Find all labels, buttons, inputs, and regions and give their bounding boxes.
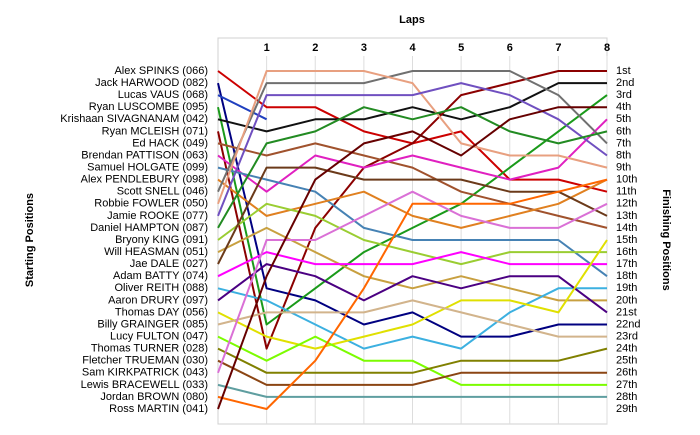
finish-label: 5th [616, 113, 631, 125]
series-line [217, 142, 608, 229]
series-line [217, 251, 607, 278]
finish-label: 25th [616, 355, 637, 367]
series-line [217, 166, 608, 278]
start-label: Jae DALE (027) [130, 258, 208, 270]
series-line [217, 335, 607, 386]
series-line [217, 190, 608, 374]
start-label: Jamie ROOKE (077) [107, 210, 208, 222]
start-label: Thomas TURNER (028) [91, 343, 208, 355]
series-line [217, 70, 608, 193]
start-label: Bryony KING (091) [115, 234, 208, 246]
series-line [217, 287, 607, 350]
finish-label: 3rd [616, 89, 632, 101]
start-label: Lewis BRACEWELL (033) [81, 379, 208, 391]
x-tick-label: 8 [604, 42, 610, 54]
finish-label: 24th [616, 343, 637, 355]
start-label: Samuel HOLGATE (099) [87, 161, 208, 173]
finish-label: 8th [616, 149, 631, 161]
series-line [217, 359, 607, 386]
chart-title: Laps [399, 14, 425, 26]
series-line [217, 263, 608, 314]
finish-label: 12th [616, 198, 637, 210]
finish-label: 2nd [616, 77, 634, 89]
start-label: Thomas DAY (056) [115, 306, 208, 318]
start-label: Scott SNELL (046) [117, 186, 208, 198]
series-line [217, 239, 608, 350]
start-label: Lucas VAUS (068) [118, 89, 208, 101]
series-line [217, 106, 607, 410]
x-tick-label: 3 [361, 42, 367, 54]
x-tick-label: 6 [507, 42, 513, 54]
start-label: Jack HARWOOD (082) [95, 77, 208, 89]
finish-label: 7th [616, 137, 631, 149]
series-line [217, 166, 608, 265]
start-label: Fletcher TRUEMAN (030) [82, 355, 208, 367]
finish-label: 9th [616, 161, 631, 173]
start-label: Alex PENDLEBURY (098) [81, 174, 208, 186]
finish-label: 18th [616, 270, 637, 282]
series-line [217, 178, 608, 229]
start-label: Oliver REITH (088) [114, 282, 208, 294]
finish-label: 20th [616, 294, 637, 306]
start-label: Billy GRAINGER (085) [97, 318, 208, 330]
start-label: Sam KIRKPATRICK (043) [82, 367, 208, 379]
finish-label: 16th [616, 246, 637, 258]
finish-label: 21st [616, 306, 637, 318]
series-line [217, 299, 607, 338]
series-line [217, 82, 607, 133]
x-tick-label: 2 [312, 42, 318, 54]
start-label: Ryan LUSCOMBE (095) [89, 101, 208, 113]
finish-label: 6th [616, 125, 631, 137]
start-label: Ryan MCLEISH (071) [102, 125, 208, 137]
series-line [217, 383, 607, 398]
start-label: Robbie FOWLER (050) [94, 198, 208, 210]
finish-label: 22nd [616, 318, 640, 330]
finish-label: 11th [616, 186, 637, 198]
start-label: Adam BATTY (074) [113, 270, 208, 282]
finish-label: 26th [616, 367, 637, 379]
finish-label: 15th [616, 234, 637, 246]
start-label: Lucy FULTON (047) [110, 330, 208, 342]
finish-label: 17th [616, 258, 637, 270]
series-line [217, 178, 608, 410]
finish-label: 10th [616, 174, 637, 186]
finish-label: 27th [616, 379, 637, 391]
y2-axis-title: Finishing Positions [660, 189, 672, 290]
finish-label: 28th [616, 391, 637, 403]
finish-label: 13th [616, 210, 637, 222]
start-label: Jordan BROWN (080) [100, 391, 208, 403]
start-label: Krishaan SIVAGNANAM (042) [60, 113, 208, 125]
series-line [217, 347, 608, 374]
start-label: Ross MARTIN (041) [109, 403, 208, 415]
series-line [217, 82, 607, 338]
finish-label: 14th [616, 222, 637, 234]
start-label: Daniel HAMPTON (087) [90, 222, 208, 234]
x-tick-label: 5 [458, 42, 464, 54]
y-axis-title: Starting Positions [24, 193, 36, 287]
start-label: Ed HACK (049) [132, 137, 208, 149]
finish-label: 1st [616, 65, 631, 77]
x-tick-label: 4 [409, 42, 416, 54]
start-label: Will HEASMAN (051) [104, 246, 208, 258]
series-line [217, 106, 608, 229]
start-label: Alex SPINKS (066) [114, 65, 208, 77]
finish-label: 4th [616, 101, 631, 113]
series-line [217, 70, 608, 205]
x-tick-label: 7 [555, 42, 561, 54]
start-label: Aaron DRURY (097) [108, 294, 208, 306]
x-tick-label: 1 [264, 42, 270, 54]
series-line [217, 118, 608, 193]
finish-label: 29th [616, 403, 637, 415]
start-label: Brendan PATTISON (063) [81, 149, 208, 161]
finish-label: 23rd [616, 330, 638, 342]
finish-label: 19th [616, 282, 637, 294]
series-line [217, 202, 607, 266]
